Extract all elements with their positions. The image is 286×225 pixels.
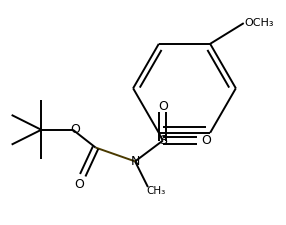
Text: O: O	[158, 100, 168, 112]
Text: O: O	[201, 134, 211, 147]
Text: O: O	[70, 123, 80, 136]
Text: OCH₃: OCH₃	[245, 18, 274, 28]
Text: CH₃: CH₃	[146, 186, 166, 196]
Text: O: O	[74, 178, 84, 191]
Text: N: N	[130, 155, 140, 168]
Text: S: S	[159, 134, 167, 147]
